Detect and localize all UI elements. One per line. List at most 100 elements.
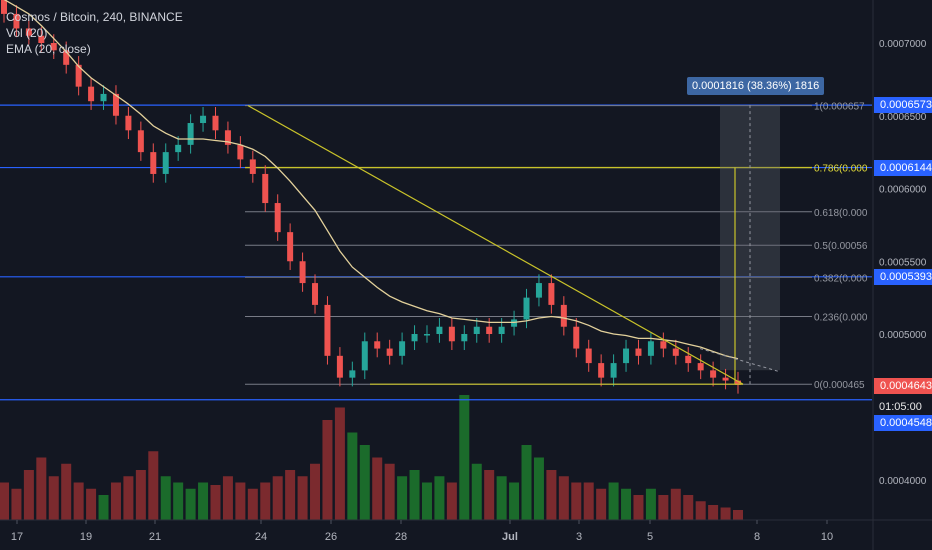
candle-body <box>262 173 269 204</box>
candle-body <box>237 144 244 160</box>
volume-bar <box>123 476 134 520</box>
time-tick-label: 26 <box>325 531 337 543</box>
volume-bar <box>297 476 308 520</box>
volume-bar <box>583 482 594 520</box>
trend-lines[interactable] <box>247 105 781 385</box>
candle-body <box>635 348 642 356</box>
candle-body <box>660 341 667 349</box>
candle-body <box>361 341 368 371</box>
ema-line <box>3 0 739 360</box>
price-tag: 0.0006144 <box>874 159 932 176</box>
candle-body <box>560 304 567 327</box>
projection-line <box>699 348 781 373</box>
volume-bar <box>484 470 495 520</box>
candle-body <box>125 115 132 131</box>
time-tick-label: 17 <box>11 531 23 543</box>
candle-body <box>523 297 530 320</box>
price-range-measure[interactable] <box>720 105 780 385</box>
fib-level-label: 1(0.000657 <box>814 102 865 113</box>
candlesticks <box>1 0 741 394</box>
volume-bar <box>23 470 34 520</box>
fib-retracement[interactable]: 1(0.000657 0.786(0.000 0.618(0.000 0.5(0.00… <box>245 102 868 392</box>
candle-body <box>573 326 580 349</box>
candle-countdown: 01:05:00 <box>877 400 924 414</box>
volume-bar <box>173 482 184 520</box>
price-tick-label: 0.0005500 <box>879 257 927 268</box>
time-tick-label: 3 <box>576 531 582 543</box>
volume-bar <box>695 501 706 520</box>
volume-bar <box>160 476 171 520</box>
volume-bar <box>260 482 271 520</box>
candle-body <box>374 341 381 349</box>
candle-body <box>623 348 630 364</box>
candle-body <box>287 232 294 262</box>
candle-body <box>224 130 231 145</box>
volume-bar <box>446 482 457 520</box>
time-tick-label: 5 <box>647 531 653 543</box>
volume-bar <box>110 482 121 520</box>
volume-indicator-label[interactable]: Vol (20) <box>6 26 48 40</box>
candle-body <box>535 283 542 298</box>
volume-bar <box>61 463 72 520</box>
volume-bar <box>596 488 607 520</box>
candle-body <box>423 334 430 336</box>
volume-bar <box>235 482 246 520</box>
price-tag: 0.0004548 <box>874 415 932 431</box>
volume-bar <box>36 457 47 520</box>
price-tick-label: 0.0006500 <box>879 112 927 123</box>
candle-body <box>511 319 518 327</box>
time-tick-label: 28 <box>395 531 407 543</box>
volume-bar <box>347 432 358 520</box>
candle-body <box>299 261 306 284</box>
volume-bar <box>384 463 395 520</box>
candle-body <box>598 363 605 378</box>
price-tag: 0.0006573 <box>874 97 932 114</box>
candle-body <box>50 43 57 51</box>
time-tick-label: 21 <box>149 531 161 543</box>
volume-bar <box>471 463 482 520</box>
candle-body <box>647 341 654 356</box>
fib-level-label: 0(0.000465 <box>814 380 865 391</box>
fib-level-label: 0.236(0.000 <box>814 313 868 324</box>
candle-body <box>498 326 505 334</box>
candle-body <box>336 355 343 378</box>
candle-body <box>249 159 256 174</box>
time-tick-label: 19 <box>80 531 92 543</box>
volume-bar <box>310 463 321 520</box>
volume-bar <box>720 507 731 520</box>
symbol-title[interactable]: Cosmos / Bitcoin, 240, BINANCE <box>6 10 183 24</box>
fib-level-label: 0.618(0.000 <box>814 208 868 219</box>
time-axis[interactable]: 17 19 21 24 26 28 Jul 3 5 8 10 <box>11 520 833 543</box>
volume-bar <box>148 451 159 520</box>
candle-body <box>1 0 7 14</box>
volume-bars <box>0 395 743 520</box>
candle-body <box>88 86 95 102</box>
candle-body <box>349 370 356 378</box>
volume-bar <box>11 488 22 520</box>
candle-body <box>100 93 107 102</box>
volume-bar <box>0 482 9 520</box>
candle-body <box>411 334 418 342</box>
chart-legend: Cosmos / Bitcoin, 240, BINANCE Vol (20) … <box>6 9 183 57</box>
time-tick-label: 24 <box>255 531 267 543</box>
fib-level-label: 0.786(0.000 <box>814 164 868 175</box>
candle-body <box>312 283 319 305</box>
candle-body <box>486 326 493 334</box>
candle-body <box>212 115 219 131</box>
volume-bar <box>459 395 470 520</box>
volume-bar <box>210 485 221 520</box>
candle-body <box>448 326 455 342</box>
volume-bar <box>372 457 383 520</box>
volume-bar <box>359 445 370 520</box>
candle-body <box>399 341 406 356</box>
volume-bar <box>48 476 59 520</box>
volume-bar <box>247 488 258 520</box>
price-axis[interactable]: 0.0007000 0.0006500 0.0006000 0.0005500 0.00… <box>879 39 927 487</box>
price-tick-label: 0.0006000 <box>879 185 927 196</box>
volume-bar <box>533 457 544 520</box>
volume-bar <box>98 495 109 520</box>
volume-bar <box>621 488 632 520</box>
time-tick-label: Jul <box>502 531 518 543</box>
ema-indicator-label[interactable]: EMA (20, close) <box>6 42 91 56</box>
candle-body <box>63 50 70 65</box>
